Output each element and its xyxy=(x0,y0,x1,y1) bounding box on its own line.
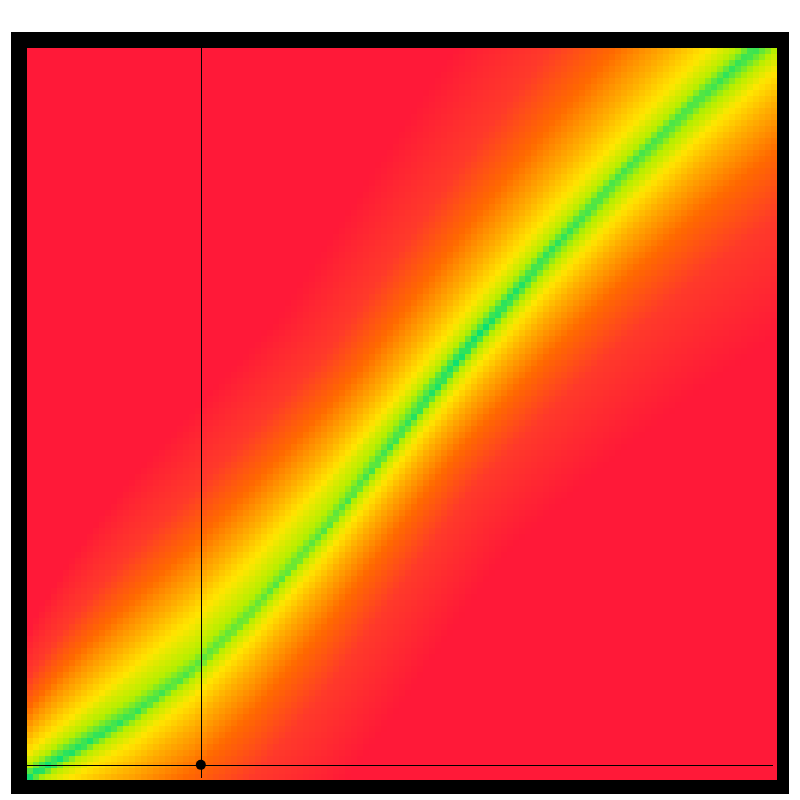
heatmap-canvas xyxy=(0,0,800,800)
figure-root: TheBottlenecker.com xyxy=(0,0,800,800)
